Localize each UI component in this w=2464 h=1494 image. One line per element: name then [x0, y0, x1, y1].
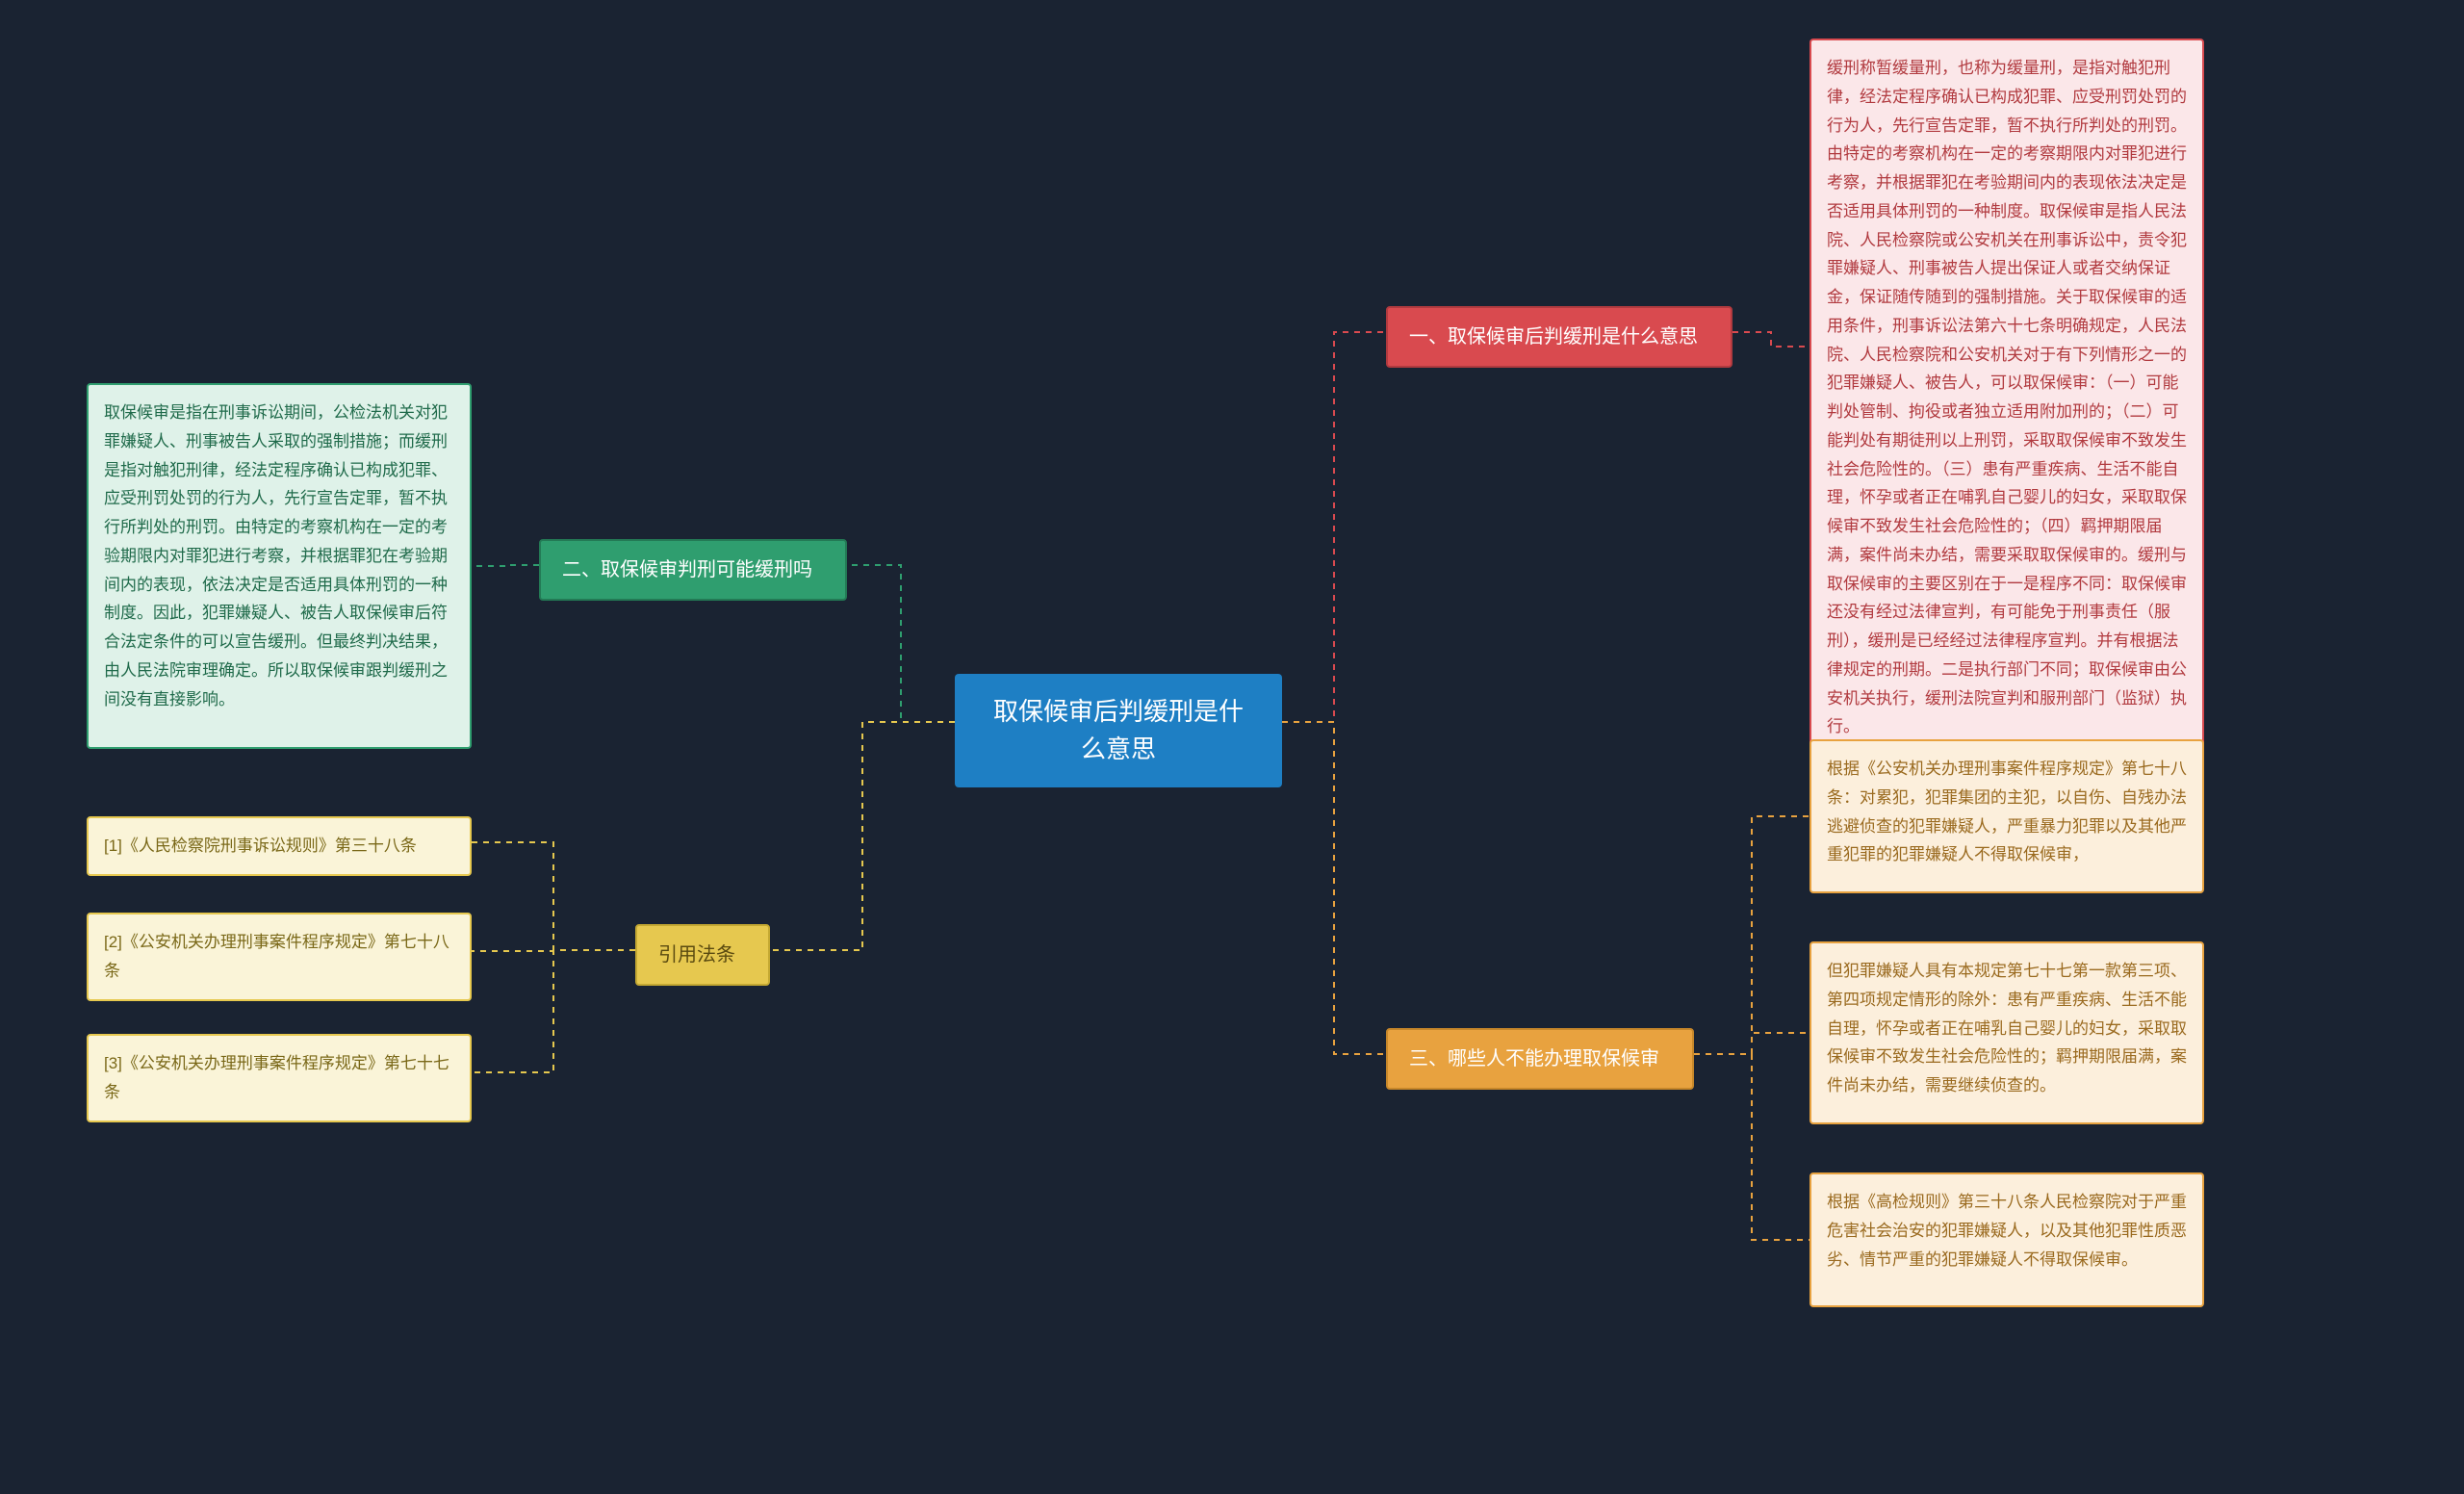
leaf-b4-2: [3]《公安机关办理刑事案件程序规定》第七十七条 [87, 1034, 472, 1122]
leaf-b1-0: 缓刑称暂缓量刑，也称为缓量刑，是指对触犯刑律，经法定程序确认已构成犯罪、应受刑罚… [1810, 39, 2204, 757]
branch-b4: 引用法条 [635, 924, 770, 986]
branch-b2: 二、取保候审判刑可能缓刑吗 [539, 539, 847, 601]
branch-b3: 三、哪些人不能办理取保候审 [1386, 1028, 1694, 1090]
center-node: 取保候审后判缓刑是什么意思 [955, 674, 1282, 787]
leaf-b3-2: 根据《高检规则》第三十八条人民检察院对于严重危害社会治安的犯罪嫌疑人，以及其他犯… [1810, 1172, 2204, 1307]
leaf-b4-0: [1]《人民检察院刑事诉讼规则》第三十八条 [87, 816, 472, 876]
branch-b1: 一、取保候审后判缓刑是什么意思 [1386, 306, 1732, 368]
leaf-b4-1: [2]《公安机关办理刑事案件程序规定》第七十八条 [87, 913, 472, 1001]
leaf-b3-1: 但犯罪嫌疑人具有本规定第七十七第一款第三项、第四项规定情形的除外：患有严重疾病、… [1810, 941, 2204, 1124]
leaf-b3-0: 根据《公安机关办理刑事案件程序规定》第七十八条：对累犯，犯罪集团的主犯，以自伤、… [1810, 739, 2204, 893]
leaf-b2-0: 取保候审是指在刑事诉讼期间，公检法机关对犯罪嫌疑人、刑事被告人采取的强制措施；而… [87, 383, 472, 749]
